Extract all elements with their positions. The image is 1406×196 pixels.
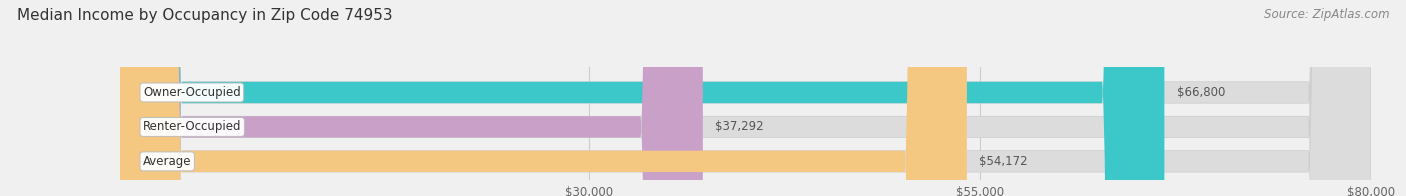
Text: Average: Average	[143, 155, 191, 168]
Text: Renter-Occupied: Renter-Occupied	[143, 120, 242, 133]
FancyBboxPatch shape	[120, 0, 703, 196]
FancyBboxPatch shape	[120, 0, 967, 196]
Text: Median Income by Occupancy in Zip Code 74953: Median Income by Occupancy in Zip Code 7…	[17, 8, 392, 23]
FancyBboxPatch shape	[120, 0, 1164, 196]
Text: $37,292: $37,292	[716, 120, 763, 133]
Text: $66,800: $66,800	[1177, 86, 1225, 99]
Text: Owner-Occupied: Owner-Occupied	[143, 86, 240, 99]
FancyBboxPatch shape	[120, 0, 1371, 196]
Text: Source: ZipAtlas.com: Source: ZipAtlas.com	[1264, 8, 1389, 21]
FancyBboxPatch shape	[120, 0, 1371, 196]
FancyBboxPatch shape	[120, 0, 1371, 196]
Text: $54,172: $54,172	[980, 155, 1028, 168]
